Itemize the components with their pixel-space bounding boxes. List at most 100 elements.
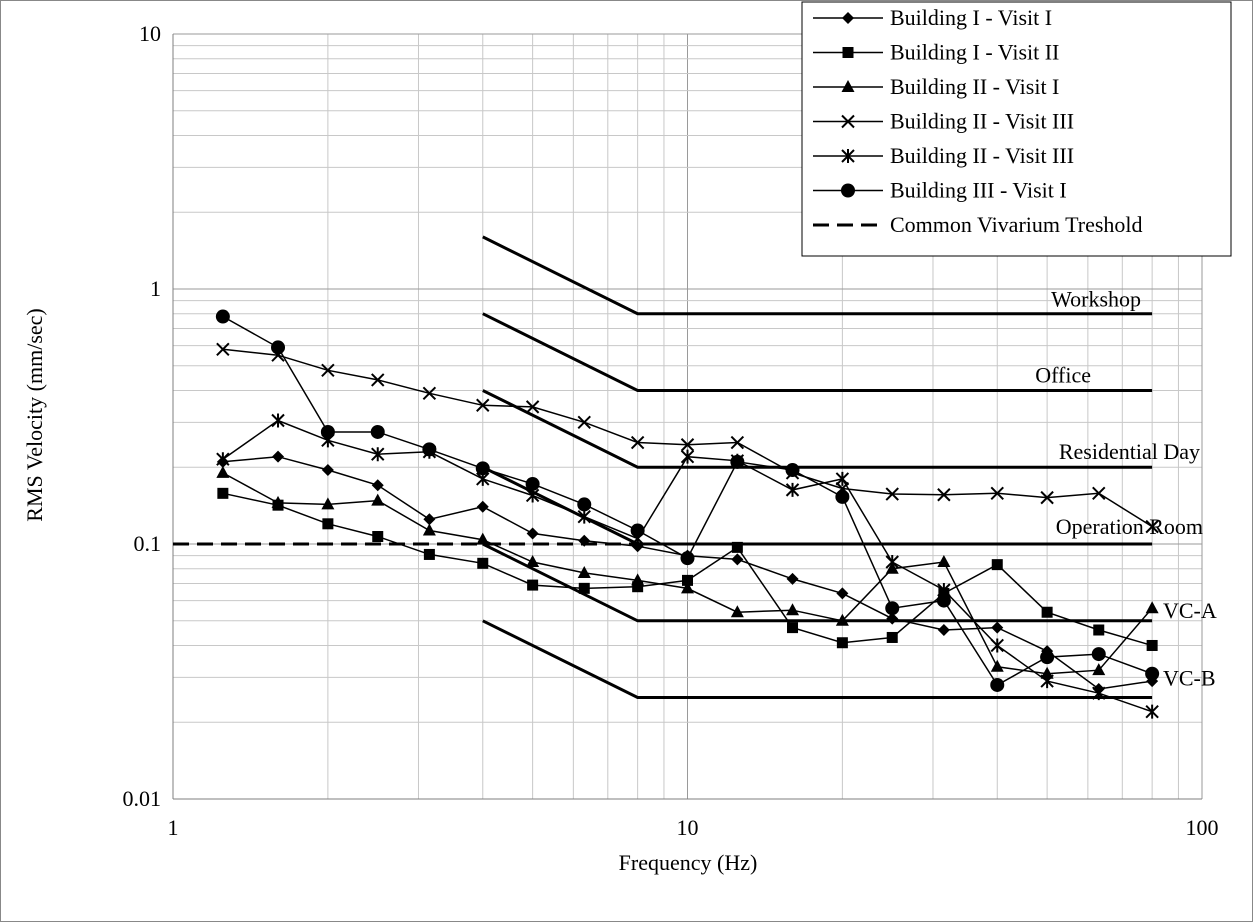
y-axis-title: RMS Velocity (mm/sec) xyxy=(22,308,47,521)
threshold-label: Residential Day xyxy=(1059,439,1200,464)
data-point xyxy=(1092,686,1106,701)
threshold-line-vc-a xyxy=(482,542,1153,623)
legend-label: Building I - Visit I xyxy=(890,5,1052,30)
data-point xyxy=(216,465,230,478)
data-point xyxy=(371,447,385,462)
data-point xyxy=(215,309,230,324)
data-point xyxy=(577,565,591,578)
data-point xyxy=(526,554,540,567)
data-point xyxy=(682,574,693,586)
threshold-label: Workshop xyxy=(1051,287,1141,312)
x-tick-label: 1 xyxy=(168,815,179,840)
data-point xyxy=(526,527,539,540)
x-tick-label: 10 xyxy=(677,815,699,840)
data-point xyxy=(370,424,385,439)
series-2 xyxy=(217,487,1158,651)
threshold-line-office xyxy=(482,312,1153,392)
data-point xyxy=(578,534,591,547)
data-point xyxy=(272,450,285,463)
y-tick-label: 0.01 xyxy=(123,786,162,811)
data-point xyxy=(835,489,850,504)
data-point xyxy=(577,415,591,430)
data-point xyxy=(730,435,745,450)
data-point xyxy=(785,482,800,497)
data-point xyxy=(841,80,855,92)
threshold-labels: Workshop Office Residential Day Operation R… xyxy=(1035,287,1217,691)
data-point xyxy=(1092,663,1106,676)
threshold-line-workshop xyxy=(482,235,1153,316)
data-point xyxy=(835,613,849,626)
data-point xyxy=(1145,704,1159,719)
threshold-label: Operation Room xyxy=(1056,514,1203,539)
data-point xyxy=(476,532,490,545)
data-point xyxy=(990,638,1004,653)
data-point xyxy=(937,554,951,567)
legend-label: Building II - Visit I xyxy=(890,74,1059,99)
data-point xyxy=(631,573,645,586)
data-point xyxy=(525,400,540,414)
legend-label: Building III - Visit I xyxy=(890,178,1067,203)
data-point xyxy=(1040,674,1054,689)
data-point xyxy=(527,579,539,591)
data-point xyxy=(842,12,854,24)
legend-entry: Common Vivarium Treshold xyxy=(813,212,1143,237)
data-point xyxy=(937,623,950,636)
threshold-line-vc-b xyxy=(482,619,1153,699)
data-point xyxy=(1092,486,1106,501)
data-point xyxy=(422,523,436,536)
data-point xyxy=(842,47,854,58)
threshold-label: Office xyxy=(1035,362,1091,387)
legend-entry: Building II - Visit III xyxy=(813,109,1074,134)
data-point xyxy=(990,677,1005,692)
data-point xyxy=(475,461,490,476)
data-point xyxy=(216,342,230,357)
data-point xyxy=(371,479,384,492)
data-point xyxy=(630,435,645,450)
data-point xyxy=(841,149,855,163)
data-point xyxy=(991,559,1003,571)
y-tick-label: 0.1 xyxy=(134,531,162,556)
data-point xyxy=(371,373,385,387)
x-tick-label: 100 xyxy=(1186,815,1219,840)
legend-entry: Building II - Visit III xyxy=(813,143,1074,168)
data-point xyxy=(680,438,695,452)
data-point xyxy=(885,601,900,616)
data-point xyxy=(216,452,230,467)
data-point xyxy=(1145,601,1159,614)
data-point xyxy=(217,487,229,499)
data-point xyxy=(1040,650,1055,665)
data-point xyxy=(730,605,744,618)
series-5 xyxy=(216,413,1159,719)
data-point xyxy=(1145,519,1159,534)
legend: Building I - Visit I Building I - Visit I… xyxy=(801,1,1232,257)
data-point xyxy=(371,493,385,506)
x-axis-title: Frequency (Hz) xyxy=(619,850,758,875)
axes: 1 10 100 0.01 0.1 1 10 xyxy=(123,21,1219,840)
data-point xyxy=(841,114,855,129)
data-point xyxy=(320,424,335,439)
legend-items: Building I - Visit I Building I - Visit I… xyxy=(813,5,1143,237)
data-point xyxy=(372,531,384,543)
series-6 xyxy=(215,309,1160,692)
data-point xyxy=(322,518,334,530)
data-point xyxy=(835,471,850,486)
legend-label: Building II - Visit III xyxy=(890,143,1074,168)
data-point xyxy=(836,587,849,600)
data-point xyxy=(1040,490,1054,505)
data-point xyxy=(786,603,800,616)
data-point xyxy=(681,581,694,594)
data-point xyxy=(731,541,743,553)
data-point xyxy=(730,454,745,469)
data-point xyxy=(476,398,490,412)
data-point xyxy=(786,572,799,585)
data-point xyxy=(1041,606,1053,618)
data-point xyxy=(836,637,848,649)
data-point xyxy=(630,523,645,538)
data-point xyxy=(1091,647,1106,662)
data-point xyxy=(1040,666,1054,679)
threshold-label: VC-B xyxy=(1163,666,1216,691)
data-point xyxy=(885,554,899,569)
data-point xyxy=(476,500,489,513)
legend-entry: Building I - Visit II xyxy=(813,40,1059,65)
